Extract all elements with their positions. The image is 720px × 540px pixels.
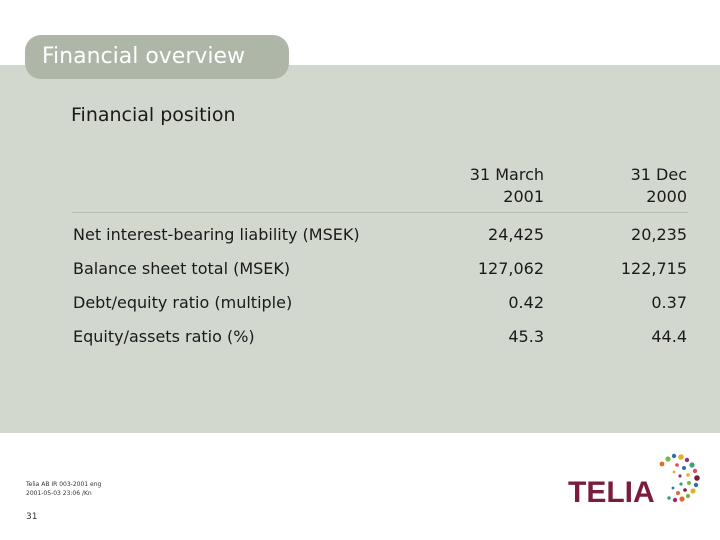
header-divider <box>72 212 688 213</box>
logo-dots <box>659 453 700 503</box>
column-header-line: 2001 <box>503 187 544 206</box>
table-row: Net interest-bearing liability (MSEK) 24… <box>0 224 720 246</box>
column-header-line: 2000 <box>646 187 687 206</box>
column-header-march-2001: 31 March 2001 <box>470 164 544 208</box>
row-value-dec-2000: 20,235 <box>631 225 687 244</box>
footer-line: Telia AB IR 003-2001 eng <box>26 481 102 488</box>
column-header-line: 31 Dec <box>630 165 687 184</box>
row-value-dec-2000: 122,715 <box>620 259 687 278</box>
column-header-line: 31 March <box>469 165 544 184</box>
row-value-march-2001: 127,062 <box>477 259 544 278</box>
column-header-dec-2000: 31 Dec 2000 <box>631 164 687 208</box>
row-label: Equity/assets ratio (%) <box>73 327 255 346</box>
logo-wordmark: TELIA <box>568 476 655 509</box>
footer-reference: Telia AB IR 003-2001 eng 2001-05-03 23:0… <box>26 480 101 498</box>
row-label: Balance sheet total (MSEK) <box>73 259 291 278</box>
telia-logo: TELIA <box>568 453 700 509</box>
row-value-march-2001: 24,425 <box>488 225 544 244</box>
row-value-march-2001: 45.3 <box>508 327 544 346</box>
page-number: 31 <box>26 512 38 522</box>
row-value-march-2001: 0.42 <box>508 293 544 312</box>
table-row: Balance sheet total (MSEK) 127,062 122,7… <box>0 258 720 280</box>
row-label: Net interest-bearing liability (MSEK) <box>73 225 360 244</box>
table-row: Debt/equity ratio (multiple) 0.42 0.37 <box>0 292 720 314</box>
page-subtitle: Financial position <box>71 104 236 126</box>
row-value-dec-2000: 44.4 <box>651 327 687 346</box>
row-value-dec-2000: 0.37 <box>651 293 687 312</box>
footer-line: 2001-05-03 23:06 /Kn <box>26 490 92 497</box>
content-panel <box>0 65 720 433</box>
row-label: Debt/equity ratio (multiple) <box>73 293 293 312</box>
section-title: Financial overview <box>25 35 289 79</box>
table-row: Equity/assets ratio (%) 45.3 44.4 <box>0 326 720 348</box>
